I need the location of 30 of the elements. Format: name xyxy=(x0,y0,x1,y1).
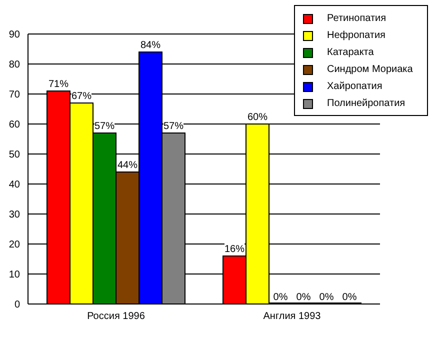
data-label: 67% xyxy=(71,91,92,102)
data-label: 0% xyxy=(273,292,288,303)
data-label: 0% xyxy=(296,292,311,303)
data-label: 0% xyxy=(319,292,334,303)
y-tick-label: 90 xyxy=(8,30,20,41)
y-tick-label: 40 xyxy=(8,180,20,191)
legend-label: Ретинопатия xyxy=(327,13,386,24)
data-label: 16% xyxy=(224,244,245,255)
y-tick-label: 60 xyxy=(8,120,20,131)
y-tick-label: 10 xyxy=(8,270,20,281)
y-tick-label: 30 xyxy=(8,210,20,221)
data-label: 71% xyxy=(48,79,69,90)
y-tick-label: 50 xyxy=(8,150,20,161)
legend-label: Полинейропатия xyxy=(327,98,406,109)
data-label: 0% xyxy=(342,292,357,303)
y-tick-label: 0 xyxy=(14,300,20,311)
data-label: 44% xyxy=(117,160,138,171)
legend-label: Синдром Мориака xyxy=(327,64,413,75)
legend-label: Катаракта xyxy=(327,47,374,58)
x-tick-label: Россия 1996 xyxy=(87,311,146,322)
data-label: 84% xyxy=(140,40,161,51)
y-tick-label: 80 xyxy=(8,60,20,71)
x-tick-label: Англия 1993 xyxy=(263,311,322,322)
legend-label: Нефропатия xyxy=(327,30,386,41)
data-label: 57% xyxy=(94,121,115,132)
data-label: 60% xyxy=(247,112,268,123)
y-tick-label: 20 xyxy=(8,240,20,251)
data-label: 57% xyxy=(163,121,184,132)
y-tick-label: 70 xyxy=(8,90,20,101)
legend-label: Хайропатия xyxy=(327,81,382,92)
